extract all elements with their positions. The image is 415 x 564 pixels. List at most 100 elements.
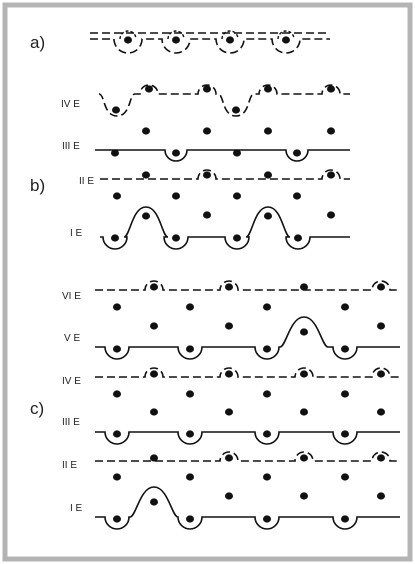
atom-dot xyxy=(226,36,234,44)
layer-line-b-iii xyxy=(95,149,350,162)
atom-dot xyxy=(294,234,302,242)
atom-shell xyxy=(277,30,295,40)
atom-dot xyxy=(341,473,349,481)
atom-dot xyxy=(225,454,233,462)
atom-dot xyxy=(150,370,158,378)
layer-line-c-vi xyxy=(95,280,400,291)
atom-dot xyxy=(150,283,158,291)
layer-line-a xyxy=(90,38,330,54)
atom-dot xyxy=(113,303,121,311)
atom-dot xyxy=(341,345,349,353)
atom-dot xyxy=(186,430,194,438)
atom-dot xyxy=(263,345,271,353)
panel-label-b: b) xyxy=(30,176,45,195)
layer-line-c-v xyxy=(95,316,400,360)
atom-dot xyxy=(233,149,241,157)
atom-dot xyxy=(111,234,119,242)
layer-label-c-ii: II E xyxy=(62,460,77,471)
atom-dot xyxy=(203,85,211,93)
atom-dot xyxy=(377,454,385,462)
atom-dot xyxy=(300,454,308,462)
atom-dot xyxy=(186,390,194,398)
atom-dot xyxy=(263,430,271,438)
panel-label-c: c) xyxy=(30,399,44,418)
atom-dot xyxy=(113,430,121,438)
atom-dot xyxy=(377,283,385,291)
atom-dot xyxy=(142,212,150,220)
atom-dot xyxy=(150,322,158,330)
layer-label-b-ii: II E xyxy=(79,176,94,187)
layer-label-b-iii: III E xyxy=(62,141,80,152)
layer-line-c-iv xyxy=(95,367,400,378)
atom-dot xyxy=(327,211,335,219)
atom-dot xyxy=(150,408,158,416)
layer-label-c-v: V E xyxy=(64,333,80,344)
atom-dot xyxy=(225,283,233,291)
atom-dot xyxy=(233,234,241,242)
atom-dot xyxy=(112,106,120,114)
atom-dot xyxy=(225,408,233,416)
atom-shell xyxy=(167,30,185,40)
atom-dot xyxy=(264,212,272,220)
atom-dot xyxy=(377,370,385,378)
atom-dot xyxy=(142,171,150,179)
atom-dot xyxy=(113,515,121,523)
layer-label-c-i: I E xyxy=(70,503,83,514)
atom-dot xyxy=(300,370,308,378)
atom-dot xyxy=(225,370,233,378)
layer-drawing xyxy=(90,30,400,530)
atom-shell xyxy=(119,30,137,40)
atom-dot xyxy=(341,390,349,398)
panel-label-a: a) xyxy=(30,33,45,52)
atom-dot xyxy=(377,322,385,330)
layer-label-b-i: I E xyxy=(70,228,83,239)
layer-label-c-iv: IV E xyxy=(62,376,81,387)
atom-dot xyxy=(203,171,211,179)
atom-dot xyxy=(300,328,308,336)
atom-dot xyxy=(203,127,211,135)
atom-dot xyxy=(233,192,241,200)
layer-line-c-i xyxy=(95,486,400,530)
atom-dot xyxy=(264,85,272,93)
atom-dot xyxy=(113,192,121,200)
atom-dot xyxy=(293,192,301,200)
atom-shell xyxy=(221,30,239,40)
atom-dot xyxy=(113,390,121,398)
atom-dot xyxy=(113,473,121,481)
atom-dot xyxy=(225,492,233,500)
layer-line-b-i xyxy=(100,206,350,250)
atom-dot xyxy=(150,454,158,462)
atom-dot xyxy=(327,127,335,135)
atom-dot xyxy=(264,171,272,179)
atom-dot xyxy=(172,36,180,44)
atom-dot xyxy=(327,85,335,93)
atom-dot xyxy=(145,85,153,93)
atom-dot xyxy=(203,211,211,219)
atom-dot xyxy=(113,345,121,353)
atom-dot xyxy=(172,149,180,157)
atom-dot xyxy=(150,498,158,506)
layer-label-c-iii: III E xyxy=(62,417,80,428)
atom-dot xyxy=(186,515,194,523)
atom-dot xyxy=(264,127,272,135)
atom-dot xyxy=(124,36,132,44)
layer-label-b-iv: IV E xyxy=(61,99,80,110)
atom-dot xyxy=(263,515,271,523)
atom-dot xyxy=(186,303,194,311)
atom-dot xyxy=(263,303,271,311)
atom-dot xyxy=(300,492,308,500)
atom-dot xyxy=(293,149,301,157)
atom-dot xyxy=(186,345,194,353)
atom-dot xyxy=(327,171,335,179)
atom-dot xyxy=(282,36,290,44)
layer-line-c-iii xyxy=(95,431,400,445)
atom-dot xyxy=(142,127,150,135)
atom-dot xyxy=(341,303,349,311)
atom-dot xyxy=(232,106,240,114)
atom-dot xyxy=(263,473,271,481)
atom-dot xyxy=(377,492,385,500)
layer-line-b-ii xyxy=(100,169,350,180)
